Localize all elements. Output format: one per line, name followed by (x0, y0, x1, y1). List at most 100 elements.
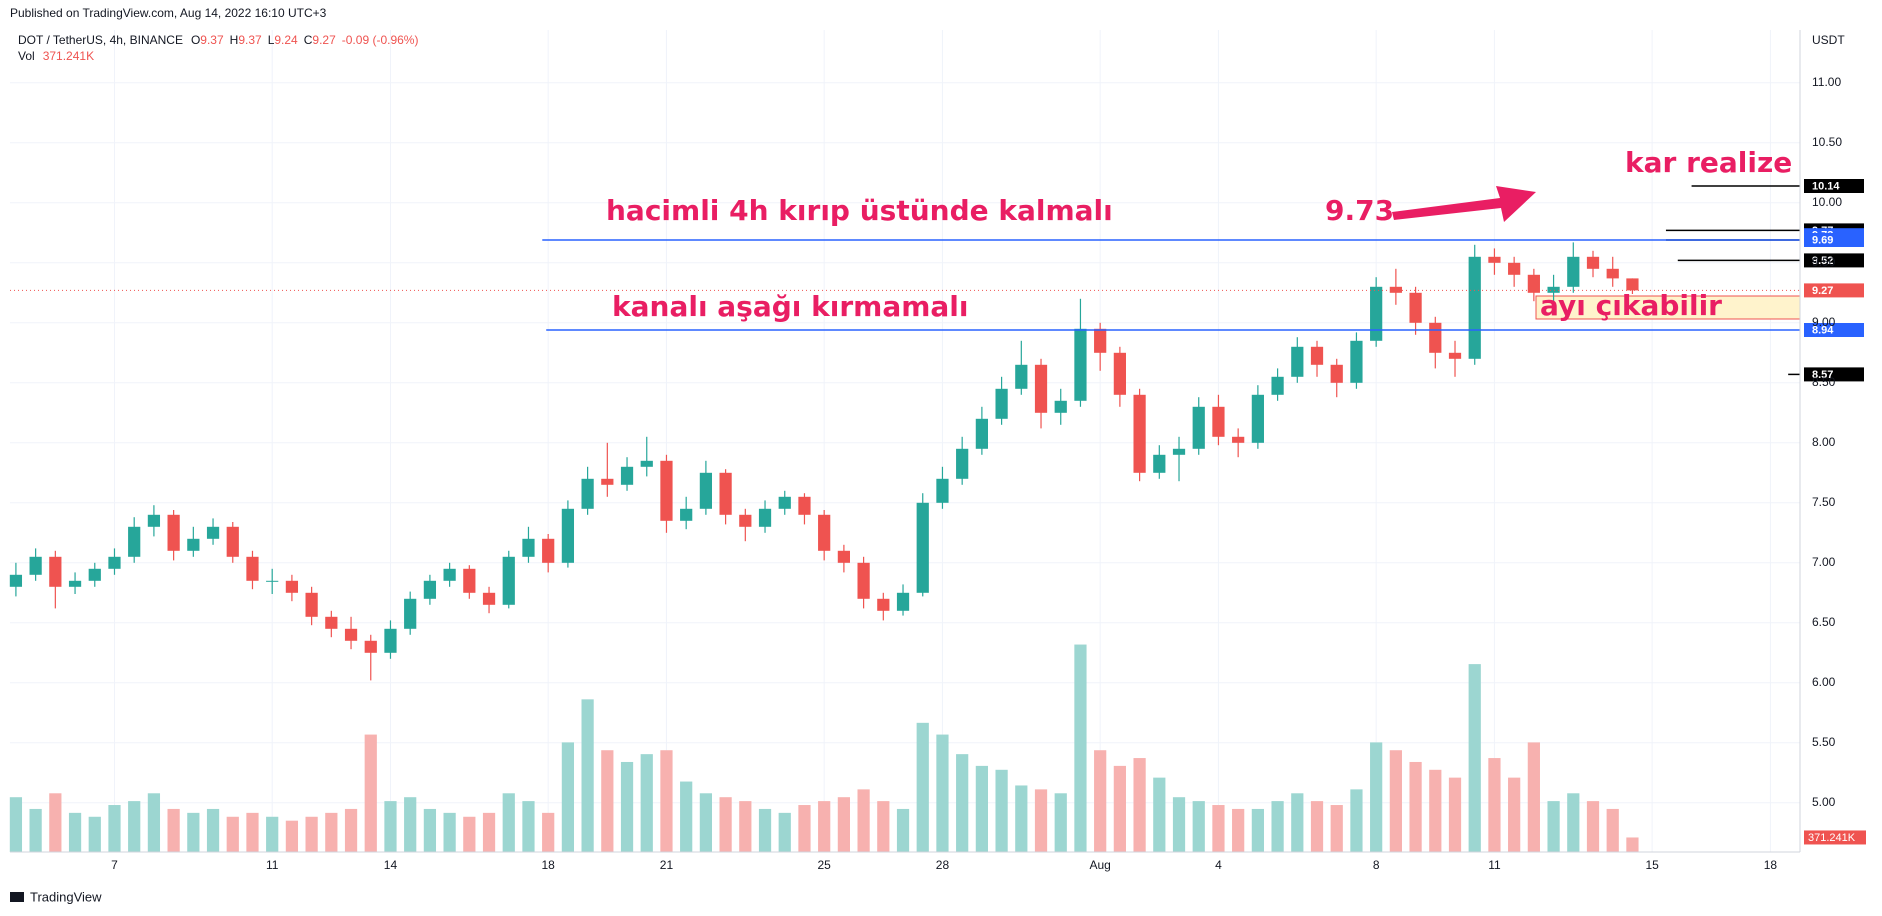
price-label: 9.69 (1812, 234, 1833, 246)
y-tick-label: 8.50 (1812, 375, 1836, 389)
volume-bar (1488, 758, 1501, 852)
candle-body (1232, 436, 1245, 443)
volume-title: Vol (18, 49, 35, 63)
candle-body (620, 466, 634, 485)
candle-body (1153, 454, 1166, 473)
volume-bar (49, 793, 62, 852)
volume-bar (1468, 664, 1481, 852)
volume-bar (266, 816, 279, 852)
volume-bar (1310, 801, 1324, 852)
volume-bar (581, 699, 594, 852)
candle-body (49, 556, 62, 587)
ohlc-value: 9.37 (200, 33, 224, 47)
y-tick-label: 5.00 (1812, 795, 1836, 809)
volume-bar (1586, 801, 1600, 852)
volume-bar (1350, 789, 1363, 852)
candle-body (305, 592, 318, 617)
candle-body (1113, 352, 1126, 395)
candle-body (1606, 268, 1619, 279)
candle-body (482, 592, 496, 605)
volume-bar (463, 816, 476, 852)
candle-body (601, 478, 614, 485)
annotation: hacimli 4h kırıp üstünde kalmalı (606, 194, 1113, 227)
candle-body (1429, 322, 1442, 353)
candle-body (1094, 328, 1107, 353)
candle-body (739, 514, 752, 527)
volume-bar (29, 808, 42, 852)
level-layer: 10.149.779.739.699.699.529.278.948.57 (10, 179, 1864, 382)
volume-bar (88, 816, 101, 852)
volume-bar (916, 722, 929, 852)
candle-body (1192, 406, 1205, 449)
candle-body (837, 550, 850, 563)
volume-bar (896, 808, 910, 852)
candle-body (325, 616, 338, 629)
annotation: kanalı aşağı kırmamalı (612, 290, 969, 323)
volume-bar (187, 812, 200, 852)
price-label: 9.52 (1812, 255, 1833, 267)
volume-bar (1567, 793, 1580, 852)
ohlc-label: L (268, 33, 275, 47)
volume-bar (1054, 793, 1067, 852)
volume-bar (1271, 801, 1284, 852)
symbol: DOT / TetherUS, 4h, BINANCE (18, 33, 183, 47)
candle-body (1508, 262, 1521, 275)
volume-bar (423, 808, 437, 852)
candle-body (1271, 376, 1284, 395)
volume-bar (1232, 808, 1245, 852)
candle-body (758, 508, 772, 527)
y-tick-label: 10.00 (1812, 195, 1842, 209)
volume-bar (1113, 765, 1126, 852)
volume-value: 371.241K (43, 49, 94, 63)
volume-bar (1133, 758, 1146, 852)
volume-bar (995, 769, 1008, 852)
y-tick-label: 6.00 (1812, 675, 1836, 689)
candle-body (778, 496, 791, 509)
volume-bar (975, 765, 988, 852)
candle-body (285, 580, 299, 593)
x-tick-label: 7 (111, 858, 118, 872)
volume-label: 371.241K (1808, 832, 1856, 844)
candle-body (206, 526, 220, 539)
volume-bar (1448, 777, 1462, 852)
x-tick-label: Aug (1089, 858, 1110, 872)
candle-body (660, 460, 673, 521)
candle-body (1586, 256, 1600, 269)
candle-body (936, 478, 949, 503)
volume-bar (877, 801, 890, 852)
price-label-box (1804, 233, 1864, 247)
volume-bar (482, 812, 496, 852)
candle-body (896, 592, 910, 611)
y-tick-label: 10.50 (1812, 135, 1842, 149)
candle-body (1310, 346, 1324, 365)
candle-body (1409, 292, 1422, 323)
x-tick-label: 4 (1215, 858, 1222, 872)
candle-body (443, 568, 456, 581)
candle-body (128, 526, 141, 557)
volume-bar (1251, 808, 1264, 852)
volume-bar (956, 754, 969, 852)
candle-body (1468, 256, 1481, 359)
annotation: 9.73 (1325, 194, 1394, 227)
candle-body (423, 580, 437, 599)
volume-bar (837, 797, 850, 852)
x-tick-label: 14 (384, 858, 398, 872)
volume-bar (443, 812, 456, 852)
candle-body (1626, 278, 1639, 291)
ohlc-label: O (191, 33, 200, 47)
x-tick-label: 25 (817, 858, 831, 872)
candle-body (542, 538, 555, 563)
candle-body (1547, 286, 1560, 293)
candle-body (877, 598, 890, 611)
candle-body (463, 568, 476, 593)
annotation: kar realize (1625, 146, 1792, 179)
candle-body (818, 514, 831, 551)
candle-body (916, 502, 929, 593)
volume-bar (404, 797, 417, 852)
volume-bar (561, 742, 575, 852)
y-tick-label: 5.50 (1812, 735, 1836, 749)
y-tick-label: 9.50 (1812, 255, 1836, 269)
candle-body (1350, 340, 1363, 383)
published-note: Published on TradingView.com, Aug 14, 20… (10, 6, 327, 20)
